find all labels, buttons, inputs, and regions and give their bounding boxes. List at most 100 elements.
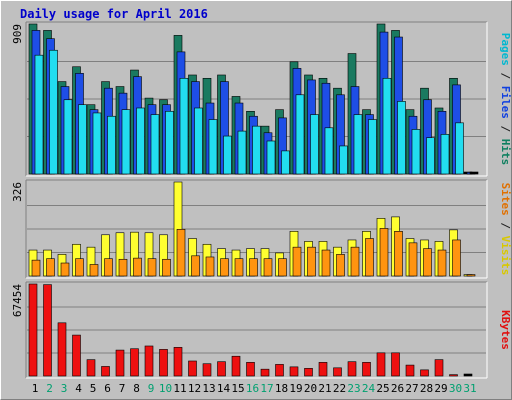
day-label: 18 bbox=[275, 382, 288, 395]
day-label: 22 bbox=[333, 382, 346, 395]
day-label: 15 bbox=[231, 382, 244, 395]
bar-sites-day-15 bbox=[234, 258, 244, 277]
day-label: 9 bbox=[148, 382, 155, 395]
bar-pages-day-22 bbox=[339, 145, 348, 175]
bar-kbytes-day-22 bbox=[333, 367, 342, 377]
bar-sites-day-20 bbox=[307, 246, 316, 277]
bar-pages-day-9 bbox=[150, 114, 160, 175]
day-label: 25 bbox=[376, 382, 389, 395]
legend-entry: / bbox=[499, 216, 512, 236]
bar-kbytes-day-17 bbox=[260, 368, 270, 377]
bar-pages-day-17 bbox=[266, 140, 276, 175]
bar-sites-day-23 bbox=[350, 246, 360, 277]
bar-kbytes-day-14 bbox=[217, 361, 226, 377]
day-label: 7 bbox=[119, 382, 126, 395]
bar-pages-day-24 bbox=[368, 119, 377, 175]
bar-sites-day-2 bbox=[46, 258, 55, 277]
bar-sites-day-30 bbox=[452, 239, 461, 277]
bar-pages-day-18 bbox=[281, 150, 290, 175]
bar-kbytes-day-18 bbox=[275, 364, 284, 377]
bar-pages-day-4 bbox=[78, 104, 87, 175]
bar-sites-day-9 bbox=[147, 258, 157, 277]
bar-sites-day-17 bbox=[263, 258, 273, 277]
bar-pages-day-16 bbox=[252, 125, 261, 175]
legend-entry: Sites bbox=[499, 183, 512, 216]
bar-kbytes-day-16 bbox=[246, 362, 255, 377]
day-label: 23 bbox=[347, 382, 360, 395]
panel-max-label: 326 bbox=[11, 182, 24, 202]
bar-pages-day-31 bbox=[469, 171, 479, 175]
bar-pages-day-6 bbox=[107, 115, 116, 175]
bar-sites-day-24 bbox=[365, 238, 374, 277]
chart-title: Daily usage for April 2016 bbox=[20, 7, 208, 21]
day-label: 26 bbox=[391, 382, 404, 395]
panel-legend: Sites / Visits bbox=[499, 183, 512, 276]
bar-sites-day-12 bbox=[191, 255, 200, 277]
bar-kbytes-day-26 bbox=[391, 352, 400, 377]
bar-kbytes-day-21 bbox=[318, 362, 328, 377]
day-label: 17 bbox=[260, 382, 273, 395]
bar-pages-day-10 bbox=[165, 110, 174, 175]
bar-kbytes-day-30 bbox=[449, 374, 458, 377]
bar-kbytes-day-3 bbox=[57, 322, 67, 377]
day-label: 28 bbox=[420, 382, 433, 395]
bar-pages-day-15 bbox=[237, 130, 247, 175]
bar-sites-day-31 bbox=[466, 274, 476, 277]
bar-pages-day-30 bbox=[455, 122, 464, 175]
panel-legend: Pages / Files / Hits bbox=[499, 33, 512, 166]
bar-sites-day-18 bbox=[278, 258, 287, 277]
bar-kbytes-day-11 bbox=[173, 347, 183, 377]
day-label: 27 bbox=[405, 382, 418, 395]
bar-pages-day-5 bbox=[92, 112, 102, 175]
day-label: 2 bbox=[46, 382, 53, 395]
bar-sites-day-16 bbox=[249, 258, 258, 277]
bar-pages-day-13 bbox=[208, 119, 218, 175]
bar-kbytes-day-7 bbox=[115, 349, 125, 377]
bar-sites-day-1 bbox=[31, 259, 41, 277]
legend-entry: Visits bbox=[499, 236, 512, 276]
bar-kbytes-day-31 bbox=[463, 373, 473, 377]
day-label: 31 bbox=[463, 382, 476, 395]
bar-pages-day-2 bbox=[49, 49, 58, 175]
bar-kbytes-day-27 bbox=[405, 364, 415, 377]
bar-sites-day-3 bbox=[60, 262, 70, 277]
day-label: 10 bbox=[159, 382, 172, 395]
legend-entry: Hits bbox=[499, 139, 512, 166]
bar-kbytes-day-29 bbox=[434, 359, 444, 377]
bar-pages-day-28 bbox=[426, 137, 435, 175]
day-label: 21 bbox=[318, 382, 331, 395]
bar-kbytes-day-6 bbox=[101, 366, 110, 377]
bar-sites-day-25 bbox=[379, 228, 389, 277]
bar-sites-day-13 bbox=[205, 256, 215, 277]
day-label: 11 bbox=[173, 382, 186, 395]
bar-sites-day-21 bbox=[321, 249, 331, 277]
bar-pages-day-1 bbox=[34, 54, 44, 175]
day-label: 19 bbox=[289, 382, 302, 395]
panel-max-label: 909 bbox=[11, 24, 24, 44]
bar-sites-day-6 bbox=[104, 258, 113, 277]
day-label: 16 bbox=[246, 382, 259, 395]
bar-pages-day-20 bbox=[310, 114, 319, 175]
bar-kbytes-day-15 bbox=[231, 355, 241, 377]
day-label: 20 bbox=[304, 382, 317, 395]
bar-sites-day-27 bbox=[408, 242, 418, 277]
bar-kbytes-day-13 bbox=[202, 363, 212, 377]
bar-pages-day-7 bbox=[121, 109, 131, 175]
day-label: 1 bbox=[32, 382, 39, 395]
day-label: 5 bbox=[90, 382, 97, 395]
legend-entry: KBytes bbox=[499, 310, 512, 350]
panel-max-label: 67454 bbox=[11, 284, 24, 317]
bar-kbytes-day-28 bbox=[420, 369, 429, 377]
bar-sites-day-8 bbox=[133, 257, 142, 277]
bar-sites-day-26 bbox=[394, 231, 403, 277]
bar-pages-day-25 bbox=[382, 77, 392, 175]
day-label: 3 bbox=[61, 382, 68, 395]
day-label: 12 bbox=[188, 382, 201, 395]
bar-pages-day-26 bbox=[397, 101, 406, 175]
legend-entry: / bbox=[499, 119, 512, 139]
bar-kbytes-day-23 bbox=[347, 361, 357, 377]
panel-legend: KBytes bbox=[499, 310, 512, 350]
bar-sites-day-10 bbox=[162, 258, 171, 277]
day-label: 8 bbox=[133, 382, 140, 395]
